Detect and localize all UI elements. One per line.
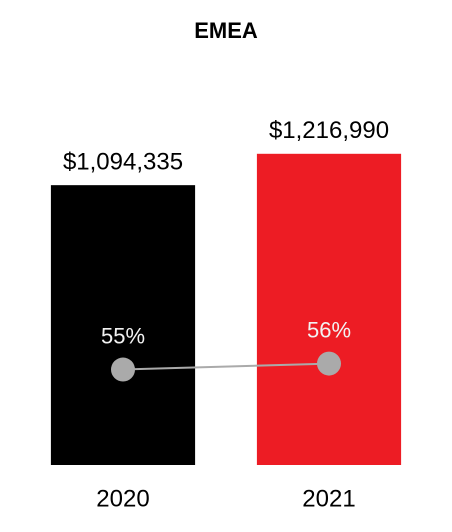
value-label: $1,216,990 <box>269 117 389 144</box>
bar <box>50 185 196 465</box>
x-tick-label: 2020 <box>96 485 149 512</box>
x-tick-label: 2021 <box>302 485 355 512</box>
bar <box>256 153 402 465</box>
value-label: $1,094,335 <box>63 149 183 176</box>
percent-label: 56% <box>307 317 351 342</box>
percent-label: 55% <box>101 323 145 348</box>
chart-title: EMEA <box>194 18 258 43</box>
point <box>317 351 341 376</box>
line <box>122 362 330 371</box>
point <box>111 357 135 382</box>
